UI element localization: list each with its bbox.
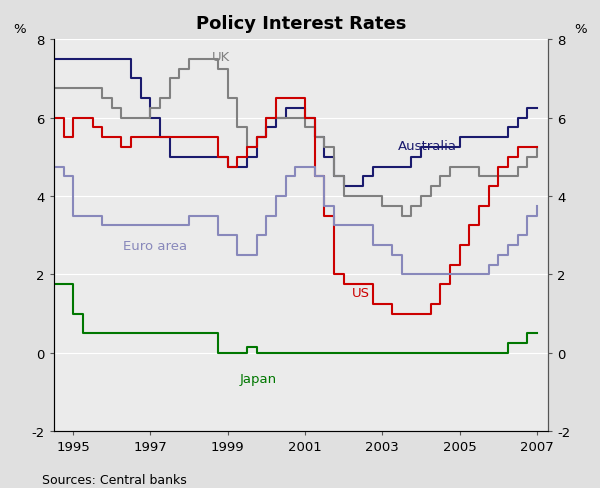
Text: Japan: Japan [239,372,277,385]
Text: %: % [574,23,587,36]
Title: Policy Interest Rates: Policy Interest Rates [196,15,406,33]
Text: Australia: Australia [398,139,457,152]
Text: Sources: Central banks: Sources: Central banks [42,472,187,486]
Text: Euro area: Euro area [124,239,188,252]
Text: US: US [352,286,370,299]
Text: %: % [13,23,26,36]
Text: UK: UK [212,51,230,64]
